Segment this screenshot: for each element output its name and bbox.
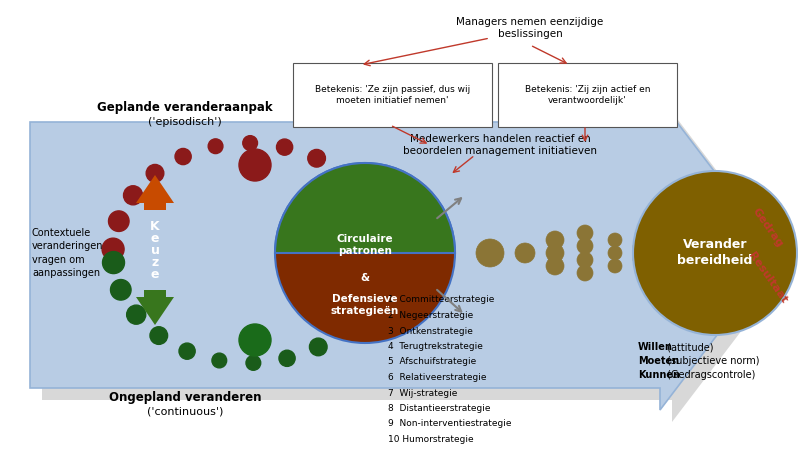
Circle shape: [310, 338, 327, 356]
Text: Verander
bereidheid: Verander bereidheid: [678, 239, 753, 268]
Circle shape: [633, 252, 647, 266]
Circle shape: [355, 188, 375, 208]
Circle shape: [279, 350, 295, 366]
Circle shape: [577, 265, 593, 281]
Text: 4  Terugtrekstrategie: 4 Terugtrekstrategie: [388, 342, 483, 351]
Circle shape: [239, 149, 271, 181]
Circle shape: [515, 243, 535, 263]
Text: Contextuele
veranderingen
vragen om
aanpassingen: Contextuele veranderingen vragen om aanp…: [32, 228, 104, 278]
Circle shape: [546, 231, 564, 249]
FancyArrow shape: [136, 290, 174, 325]
Circle shape: [276, 139, 293, 155]
Circle shape: [124, 186, 143, 205]
Circle shape: [146, 164, 164, 182]
Circle shape: [127, 305, 146, 324]
FancyArrow shape: [136, 175, 174, 210]
Text: 6  Relativeerstrategie: 6 Relativeerstrategie: [388, 373, 487, 382]
Circle shape: [633, 240, 647, 254]
Text: Circulaire
patronen: Circulaire patronen: [337, 234, 393, 256]
Text: 3  Ontkenstrategie: 3 Ontkenstrategie: [388, 326, 473, 336]
Text: Defensieve
strategieën: Defensieve strategieën: [331, 294, 399, 316]
FancyBboxPatch shape: [293, 63, 492, 127]
Wedge shape: [275, 163, 455, 253]
Circle shape: [367, 213, 389, 235]
Text: (attitude): (attitude): [664, 342, 713, 352]
Text: Betekenis: 'Ze zijn passief, dus wij
moeten initiatief nemen': Betekenis: 'Ze zijn passief, dus wij moe…: [315, 85, 470, 105]
Circle shape: [179, 343, 196, 359]
Circle shape: [150, 327, 168, 344]
Text: Medewerkers handelen reactief en
beoordelen management initiatieven: Medewerkers handelen reactief en beoorde…: [403, 134, 597, 156]
Text: ('continuous'): ('continuous'): [147, 407, 223, 417]
Circle shape: [577, 225, 593, 241]
Text: Geplande veranderaanpak: Geplande veranderaanpak: [97, 101, 273, 114]
Circle shape: [109, 211, 129, 231]
Text: Moeten: Moeten: [638, 356, 679, 366]
Circle shape: [577, 252, 593, 268]
Circle shape: [110, 280, 131, 300]
Polygon shape: [42, 112, 790, 422]
Circle shape: [208, 139, 223, 154]
Circle shape: [577, 238, 593, 254]
Text: Willen: Willen: [638, 342, 673, 352]
Text: 8  Distantieerstrategie: 8 Distantieerstrategie: [388, 404, 491, 413]
Circle shape: [546, 257, 564, 275]
Circle shape: [335, 320, 354, 339]
Text: Ongepland veranderen: Ongepland veranderen: [109, 392, 261, 404]
Text: 9  Non-interventiestrategie: 9 Non-interventiestrategie: [388, 420, 512, 429]
Text: 10 Humorstrategie: 10 Humorstrategie: [388, 435, 474, 444]
Circle shape: [212, 353, 227, 368]
Circle shape: [102, 252, 124, 274]
Circle shape: [367, 270, 389, 292]
Circle shape: [246, 356, 261, 370]
Polygon shape: [30, 100, 778, 410]
Text: 7  Wij-strategie: 7 Wij-strategie: [388, 388, 457, 397]
Circle shape: [355, 297, 376, 318]
Circle shape: [334, 166, 354, 185]
Circle shape: [608, 233, 622, 247]
Circle shape: [608, 259, 622, 273]
Text: Betekenis: 'Zij zijn actief en
verantwoordelijk': Betekenis: 'Zij zijn actief en verantwoo…: [525, 85, 650, 105]
Circle shape: [275, 163, 455, 343]
Text: Gedrag: Gedrag: [751, 207, 785, 249]
Circle shape: [546, 244, 564, 262]
Circle shape: [476, 239, 504, 267]
Text: Resultaat: Resultaat: [747, 251, 789, 305]
Text: 1  Committeerstrategie: 1 Committeerstrategie: [388, 296, 495, 304]
Circle shape: [175, 148, 192, 165]
Circle shape: [243, 136, 258, 151]
Circle shape: [608, 246, 622, 260]
Text: (Gedragscontrole): (Gedragscontrole): [664, 370, 755, 380]
Circle shape: [102, 238, 124, 260]
Text: 2  Negeerstrategie: 2 Negeerstrategie: [388, 311, 473, 320]
Text: Managers nemen eenzijdige
beslissingen: Managers nemen eenzijdige beslissingen: [456, 17, 603, 39]
Circle shape: [633, 171, 797, 335]
FancyBboxPatch shape: [498, 63, 677, 127]
Text: K
e
u
z
e: K e u z e: [150, 219, 160, 280]
Text: (subjectieve norm): (subjectieve norm): [664, 356, 760, 366]
Circle shape: [239, 324, 271, 356]
Text: 5  Afschuifstrategie: 5 Afschuifstrategie: [388, 358, 476, 366]
Text: Kunnen: Kunnen: [638, 370, 680, 380]
Text: &: &: [361, 273, 369, 283]
Circle shape: [308, 150, 326, 167]
Text: ('episodisch'): ('episodisch'): [148, 117, 222, 127]
